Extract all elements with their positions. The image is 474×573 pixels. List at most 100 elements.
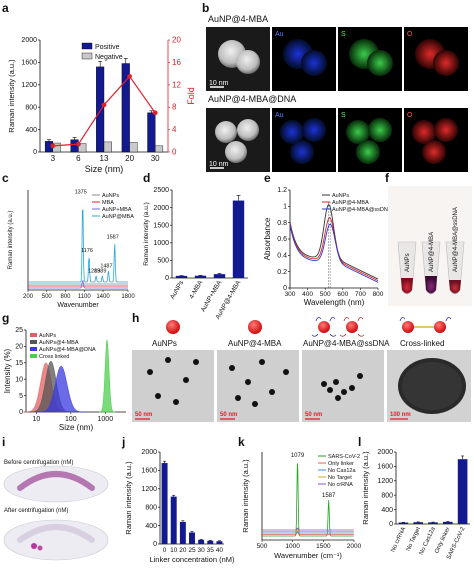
y-tick-label: 2000 bbox=[21, 37, 37, 44]
legend-label: Negative bbox=[95, 54, 123, 61]
y-axis-label: Raman intensity (a.u.) bbox=[361, 451, 370, 525]
s-channel-label: S bbox=[341, 112, 346, 119]
after-centrifugation-label: After centrifugation (nM) bbox=[4, 508, 68, 514]
bar bbox=[232, 200, 245, 278]
disc-spot bbox=[37, 545, 43, 551]
bar bbox=[194, 275, 207, 278]
x-tick-label: 30 bbox=[151, 154, 160, 163]
x-tick-label: 1000 bbox=[285, 543, 300, 550]
absorbance-line bbox=[289, 223, 379, 283]
x-tick-label: 13 bbox=[100, 154, 109, 163]
legend-swatch bbox=[30, 340, 37, 344]
y-tick-label: 2500 bbox=[153, 187, 169, 194]
legend-swatch-positive bbox=[81, 42, 93, 50]
bar bbox=[442, 521, 453, 524]
panel-letter-j: j bbox=[121, 435, 125, 449]
x-tick-label: 25 bbox=[188, 547, 196, 554]
legend-label: SARS-CoV-2 bbox=[328, 454, 360, 460]
y-axis-label: Raman intensity (a.u.) bbox=[143, 202, 150, 266]
y-tick-label: 2000 bbox=[153, 205, 169, 212]
bar bbox=[161, 463, 168, 544]
tem-label-aunps: AuNPs bbox=[152, 339, 177, 348]
x-tick-label: 30 bbox=[198, 547, 206, 554]
legend-label: No Target bbox=[328, 475, 352, 481]
tube-label: AuNP@4-MBA bbox=[429, 232, 435, 272]
y-tick-label: 20 bbox=[15, 344, 23, 351]
disc-before bbox=[3, 465, 109, 503]
x-tick-label: 4-MBA bbox=[188, 279, 204, 300]
x-tick-label: 200 bbox=[23, 294, 34, 300]
x-tick-label: 500 bbox=[42, 294, 53, 300]
absorbance-line bbox=[289, 203, 379, 280]
aunp-schematic-icon bbox=[166, 320, 180, 334]
au-channel-label: Au bbox=[275, 112, 284, 119]
x-tick-label: 300 bbox=[285, 291, 296, 298]
y-tick-label: 1200 bbox=[141, 486, 157, 493]
legend-label: AuNPs bbox=[39, 333, 56, 339]
tem-nanoparticle bbox=[229, 365, 235, 371]
bar bbox=[179, 521, 186, 544]
tem-nanoparticle bbox=[333, 379, 339, 385]
bar bbox=[207, 540, 214, 544]
size-distribution-area bbox=[98, 338, 116, 413]
y-tick-label: 1600 bbox=[141, 468, 157, 475]
peak-label: 1487 bbox=[100, 263, 112, 269]
y-tick-label: 1500 bbox=[153, 222, 169, 229]
panel-h-tem: AuNPs AuNP@4-MBA AuNP@4-MBA@ssDNA Cross-… bbox=[132, 317, 471, 422]
x-tick-label: 0 bbox=[163, 547, 167, 554]
y-tick-label: 5 bbox=[19, 393, 23, 400]
s-channel-label: S bbox=[341, 31, 346, 38]
y-tick-label: 0 bbox=[165, 275, 169, 282]
x-axis-label: Wavenumber (cm⁻¹) bbox=[274, 551, 342, 560]
spectrum-line bbox=[262, 463, 354, 537]
aunp-mba-schematic-icon bbox=[248, 320, 262, 334]
tem-label-aunp-4mba-ssdna: AuNP@4-MBA@ssDNA bbox=[303, 339, 390, 348]
tem-label-crosslinked: Cross-linked bbox=[400, 339, 444, 348]
y-axis-label: Raman intensity (a.u.) bbox=[7, 59, 16, 133]
x-axis-label: Size (nm) bbox=[85, 164, 124, 174]
tem-label-aunp-4mba: AuNP@4-MBA bbox=[228, 339, 282, 348]
y-tick-label: 0 bbox=[283, 285, 287, 292]
y-tick-label: 1600 bbox=[21, 60, 37, 67]
legend-label: Cross linked bbox=[39, 354, 69, 360]
tube-label: AuNP@4-MBA@ssDNA bbox=[453, 207, 459, 272]
x-tick-label: 1800 bbox=[121, 294, 135, 300]
peak-label: 1389 bbox=[94, 269, 106, 275]
y-tick-label: 0.2 bbox=[277, 269, 287, 276]
x-tick-label: 10 bbox=[32, 416, 40, 423]
legend-label: Positive bbox=[95, 44, 120, 51]
tem-nanoparticle bbox=[183, 377, 189, 383]
y2-axis-label: Fold bbox=[186, 87, 196, 105]
x-tick-label: AuNPs bbox=[169, 279, 186, 301]
panel-b-eds-maps: AuNP@4-MBA AuNP@4-MBA@DNA 10 nm Au S O 1… bbox=[206, 14, 468, 172]
bar-negative bbox=[154, 145, 164, 153]
tem-nanoparticle bbox=[283, 369, 289, 375]
legend-label: AuNPs@4-MBA bbox=[39, 340, 79, 346]
x-tick-label: No crRNA bbox=[390, 526, 407, 553]
legend-label: MBA bbox=[102, 200, 114, 206]
fold-point bbox=[76, 141, 81, 147]
y2-tick-label: 12 bbox=[172, 80, 181, 89]
tem-nanoparticle bbox=[357, 373, 363, 379]
x-tick-label: 500 bbox=[257, 543, 268, 550]
panel-d-chart: 0 500 1000 1500 2000 2500 Raman intensity (a.u… bbox=[143, 187, 248, 321]
spectrum-line bbox=[262, 529, 354, 532]
legend-swatch-negative bbox=[81, 52, 93, 60]
spectrum-line bbox=[262, 532, 354, 535]
x-tick-label: 800 bbox=[60, 294, 71, 300]
x-tick-label: 1500 bbox=[316, 543, 331, 550]
scale-bar-label: 10 nm bbox=[209, 80, 229, 87]
panel-letter-i: i bbox=[2, 435, 5, 449]
x-tick-label: 6 bbox=[76, 154, 81, 163]
y-tick-label: 1600 bbox=[377, 464, 393, 471]
fold-point bbox=[127, 74, 132, 79]
x-tick-label: 400 bbox=[302, 291, 313, 298]
spectrum-line bbox=[28, 280, 128, 289]
y-tick-label: 0 bbox=[389, 521, 393, 528]
panel-letter-l: l bbox=[358, 435, 361, 449]
legend-label: AuNPs bbox=[102, 193, 119, 199]
peak-label: 1587 bbox=[107, 235, 119, 241]
panel-k-chart: Raman intensity (a.u.) Wavenumber (cm⁻¹) 5… bbox=[241, 452, 362, 560]
x-tick-label: 10 bbox=[170, 547, 178, 554]
